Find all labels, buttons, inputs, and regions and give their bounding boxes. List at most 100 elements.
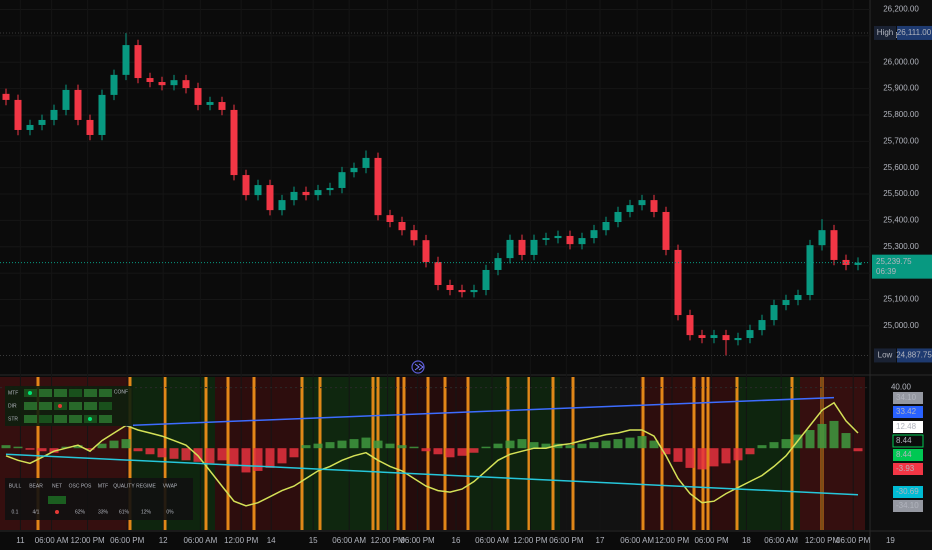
conf-dot bbox=[58, 404, 62, 408]
x-tick-label: 12 bbox=[159, 536, 168, 545]
x-tick-label: 14 bbox=[267, 536, 276, 545]
candle-body bbox=[38, 119, 46, 125]
x-tick-label: 12:00 PM bbox=[805, 536, 840, 545]
candle-body bbox=[134, 45, 142, 79]
histogram-bar bbox=[529, 442, 539, 449]
stats-net-dot bbox=[55, 510, 59, 514]
value-tag bbox=[893, 463, 923, 475]
histogram-bar bbox=[733, 448, 743, 461]
stats-header: BEAR bbox=[29, 483, 43, 489]
candle-body bbox=[170, 80, 178, 86]
histogram-bar bbox=[589, 442, 599, 449]
histogram-bar bbox=[757, 445, 767, 449]
candle-body bbox=[458, 290, 466, 293]
signal-marker bbox=[128, 377, 132, 530]
countdown-label: 06:39 bbox=[876, 267, 897, 276]
x-tick-label: 12:00 PM bbox=[655, 536, 690, 545]
histogram-bar bbox=[721, 448, 731, 464]
candle-body bbox=[470, 290, 478, 293]
candle-body bbox=[278, 200, 286, 211]
extreme-tag-value-box bbox=[897, 25, 932, 40]
histogram-bar bbox=[421, 448, 431, 452]
candle-body bbox=[602, 221, 610, 231]
signal-marker bbox=[318, 377, 322, 530]
candle-body bbox=[362, 157, 370, 168]
candle-body bbox=[146, 78, 154, 82]
histogram-bar bbox=[289, 448, 299, 458]
value-tag bbox=[893, 421, 923, 433]
conf-dot bbox=[28, 391, 32, 395]
candle-body bbox=[530, 239, 538, 255]
x-tick-label: 12:00 PM bbox=[70, 536, 105, 545]
candle-body bbox=[626, 205, 634, 212]
histogram-bar bbox=[565, 445, 575, 449]
histogram-bar bbox=[457, 448, 467, 456]
histogram-bar bbox=[169, 448, 179, 459]
candle-body bbox=[854, 262, 862, 265]
candle-body bbox=[638, 200, 646, 206]
value-tag bbox=[893, 486, 923, 498]
conf-cell bbox=[39, 402, 52, 410]
x-tick-label: 06:00 AM bbox=[764, 536, 798, 545]
signal-marker bbox=[376, 377, 380, 530]
value-tag bbox=[893, 449, 923, 461]
candle-body bbox=[674, 249, 682, 316]
candle-body bbox=[62, 89, 70, 110]
histogram-bar bbox=[685, 448, 695, 468]
histogram-bar bbox=[13, 446, 23, 449]
conf-cell bbox=[84, 389, 97, 397]
candle-body bbox=[542, 238, 550, 240]
histogram-bar bbox=[205, 448, 215, 464]
candle-body bbox=[230, 109, 238, 176]
extreme-tag-value-box bbox=[897, 348, 932, 363]
conf-cell bbox=[54, 389, 67, 397]
signal-marker bbox=[790, 377, 794, 530]
histogram-bar bbox=[853, 448, 863, 452]
value-tag-label: -3.93 bbox=[896, 464, 915, 473]
candle-body bbox=[734, 337, 742, 341]
conf-cell bbox=[69, 415, 82, 423]
candle-body bbox=[86, 119, 94, 135]
x-tick-label: 06:00 PM bbox=[400, 536, 435, 545]
candle-body bbox=[650, 200, 658, 212]
candle-body bbox=[554, 235, 562, 239]
histogram-bar bbox=[745, 448, 755, 455]
signal-marker bbox=[426, 377, 430, 530]
candle-body bbox=[98, 94, 106, 135]
histogram-bar bbox=[673, 448, 683, 462]
value-tag bbox=[893, 392, 923, 404]
signal-marker bbox=[36, 377, 40, 530]
extreme-tag-text: Low bbox=[878, 351, 893, 360]
histogram-bar bbox=[817, 423, 827, 449]
stats-value: 0.1 bbox=[12, 509, 19, 515]
value-tag-label: 8.44 bbox=[896, 436, 912, 445]
signal-marker bbox=[443, 377, 447, 530]
x-tick-label: 18 bbox=[742, 536, 751, 545]
conf-dot bbox=[88, 417, 92, 421]
candle-body bbox=[398, 221, 406, 231]
histogram-bar bbox=[577, 443, 587, 449]
candle-body bbox=[2, 93, 10, 100]
histogram-bar bbox=[385, 443, 395, 449]
x-tick-label: 06:00 PM bbox=[110, 536, 145, 545]
histogram-bar bbox=[97, 443, 107, 449]
x-tick-label: 12:00 PM bbox=[370, 536, 405, 545]
candle-body bbox=[338, 172, 346, 188]
x-tick-label: 11 bbox=[16, 536, 25, 545]
histogram-bar bbox=[37, 448, 47, 452]
signal-zone bbox=[800, 377, 865, 530]
histogram-bar bbox=[73, 445, 83, 449]
histogram-bar bbox=[625, 437, 635, 449]
replay-icon-arrows bbox=[414, 363, 424, 371]
stats-header: MTF bbox=[98, 483, 108, 489]
x-tick-label: 06:00 AM bbox=[35, 536, 69, 545]
replay-icon[interactable] bbox=[411, 360, 425, 374]
extreme-tag-box bbox=[874, 25, 896, 40]
stats-header: QUALITY bbox=[113, 483, 135, 489]
y-tick-label: 26,200.00 bbox=[883, 5, 919, 14]
histogram-bar bbox=[181, 448, 191, 461]
signal-marker bbox=[641, 377, 645, 530]
candle-body bbox=[302, 191, 310, 196]
candle-body bbox=[758, 320, 766, 331]
